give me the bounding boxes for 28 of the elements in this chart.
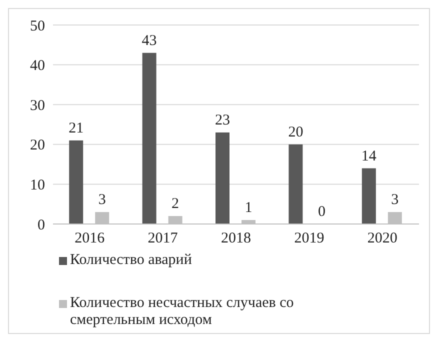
x-tick-label: 2017 — [148, 230, 178, 247]
y-tick-label: 20 — [30, 138, 45, 154]
data-label: 20 — [288, 124, 304, 140]
bar — [142, 52, 156, 224]
data-label: 2 — [172, 196, 180, 212]
x-tick-label: 2018 — [221, 230, 251, 247]
x-tick-label: 2020 — [367, 230, 398, 247]
data-label: 3 — [391, 192, 399, 208]
y-tick-label: 40 — [30, 58, 45, 74]
y-tick-label: 10 — [30, 178, 45, 194]
y-tick-label: 0 — [38, 217, 45, 234]
legend-label: Количество несчастных случаев со смертельным исходом — [70, 295, 295, 329]
bar — [288, 144, 303, 224]
y-tick-label: 50 — [30, 18, 45, 34]
bar — [216, 132, 230, 224]
data-label: 0 — [318, 204, 326, 220]
x-tick-label: 2016 — [74, 230, 106, 247]
data-label: 23 — [215, 112, 230, 128]
x-tick-label: 2019 — [294, 230, 324, 247]
data-label: 3 — [98, 192, 106, 208]
data-label: 21 — [68, 120, 84, 136]
y-tick-label: 30 — [30, 98, 45, 114]
data-label: 1 — [244, 200, 252, 216]
legend-label: Количество аварий — [70, 252, 192, 269]
data-label: 43 — [142, 32, 157, 49]
bar — [69, 140, 84, 224]
bar — [362, 168, 376, 224]
data-label: 14 — [361, 148, 377, 164]
